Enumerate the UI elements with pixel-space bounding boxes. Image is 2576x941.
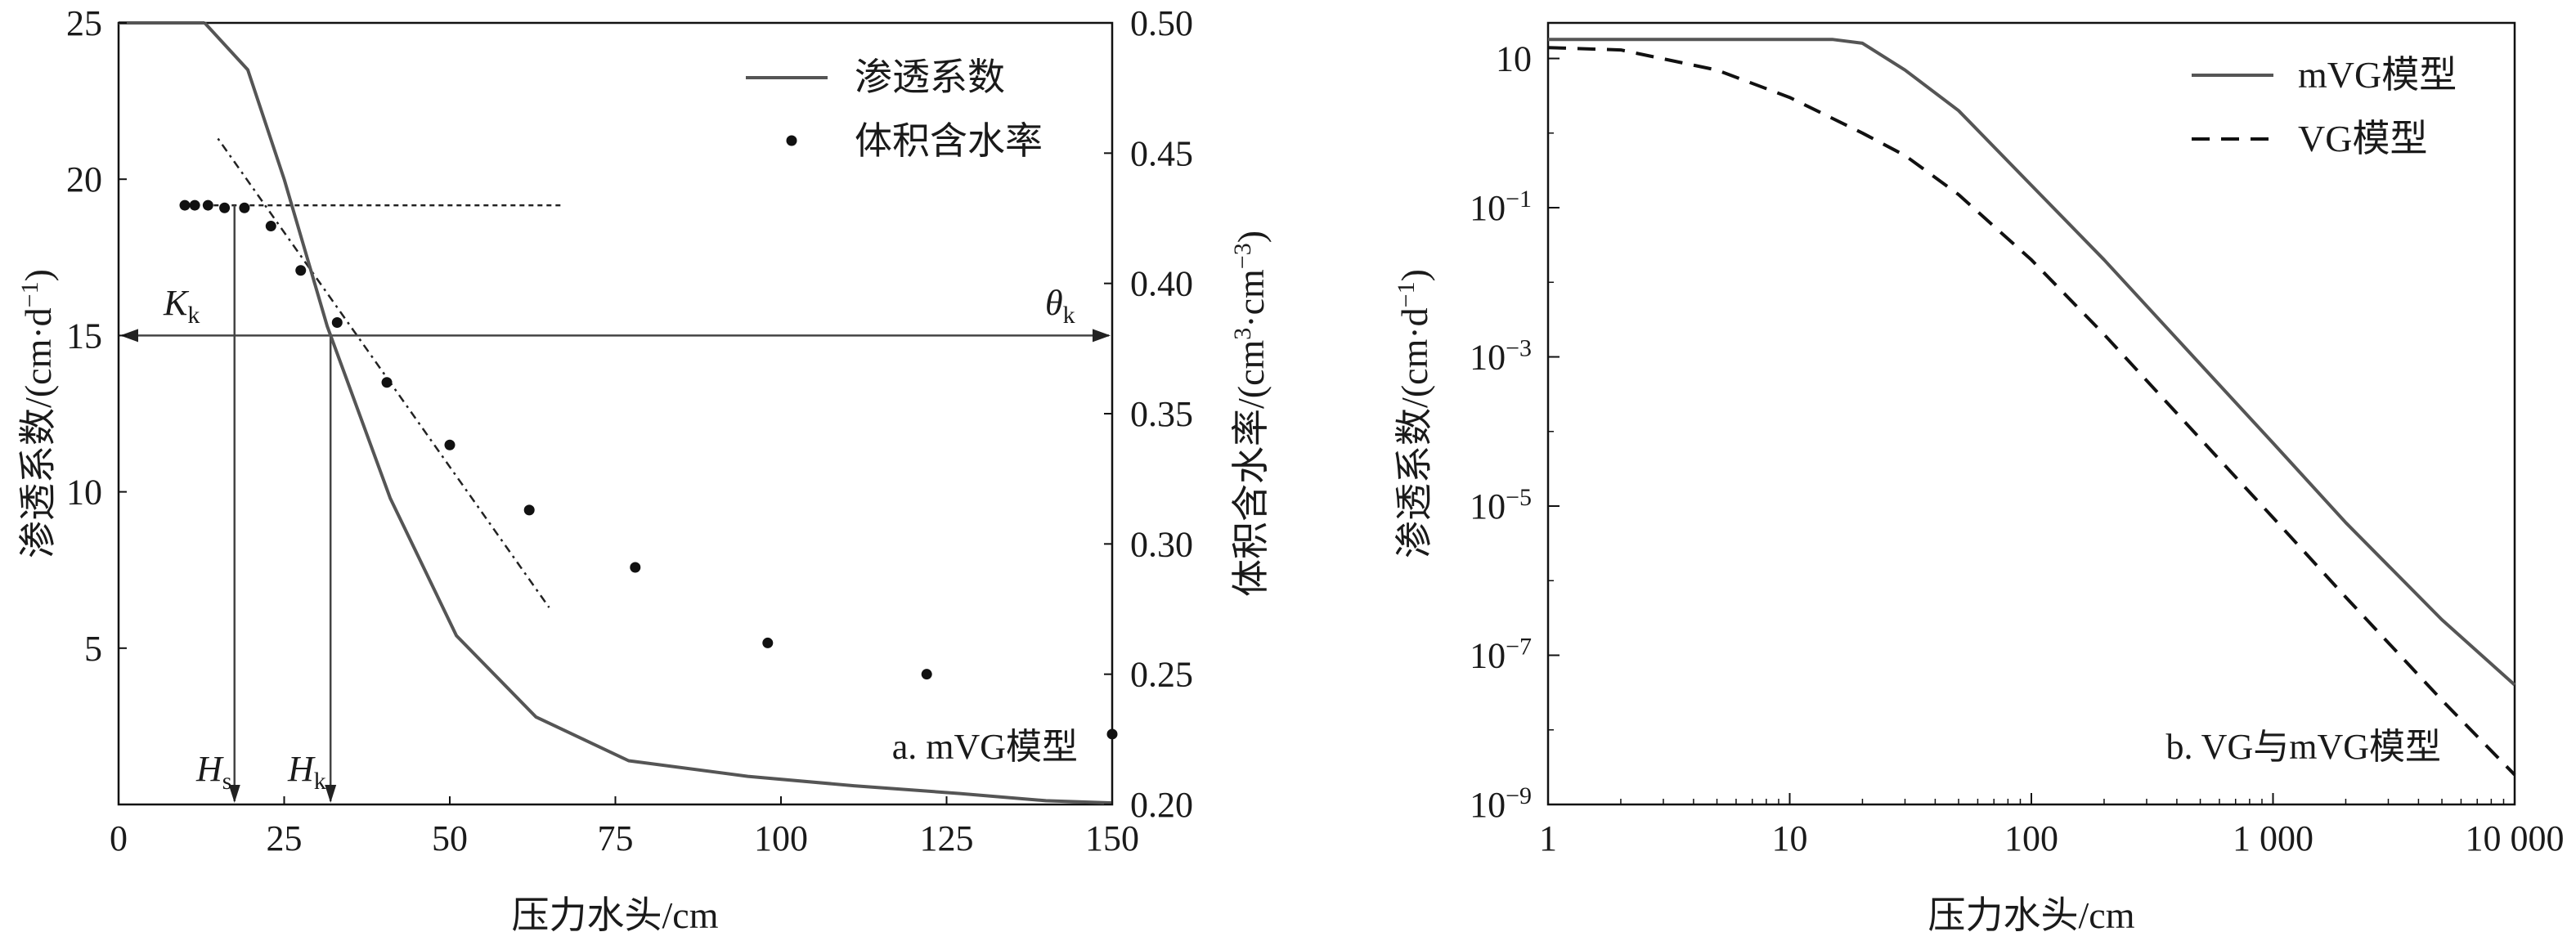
water-content-point <box>444 439 456 450</box>
panel-a-y2-ticks: 0.20 0.25 0.30 0.35 0.40 0.45 0.50 <box>1104 3 1193 825</box>
panel-b-x-ticks: 1 10 100 1 000 10 000 <box>1539 793 2565 858</box>
panel-b-x-axis-label: 压力水头/cm <box>1928 894 2135 936</box>
water-content-point <box>921 669 932 680</box>
legend-label-vg: VG模型 <box>2298 118 2427 159</box>
x-tick-label: 100 <box>2004 818 2058 858</box>
panel-b-y-ticks: 10−9 10−7 10−5 10−3 10−1 10 <box>1470 39 1560 825</box>
hs-arrow <box>228 785 240 803</box>
y-tick-label: 10 <box>1496 39 1532 79</box>
y-tick-label: 10−3 <box>1470 334 1532 378</box>
panel-b-legend: mVG模型 VG模型 <box>2192 54 2457 159</box>
panel-a-x-axis-label: 压力水头/cm <box>512 894 719 936</box>
y-tick-label: 10−1 <box>1470 186 1532 229</box>
panel-a: 5 10 15 20 25 0.20 0.25 0.30 0.35 0.40 0.45 0.50 0… <box>16 3 1272 936</box>
vg-series-line <box>1547 46 2516 777</box>
x-tick-label: 0 <box>110 818 128 858</box>
y2-tick-label: 0.40 <box>1130 264 1193 304</box>
panel-a-y-axis-label: 渗透系数/(cm·d−1) <box>16 269 60 558</box>
x-tick-label: 10 <box>1772 818 1808 858</box>
water-content-point <box>179 199 191 211</box>
water-content-point <box>1106 728 1118 740</box>
permeability-series-line <box>203 21 1113 805</box>
x-tick-label: 10 000 <box>2466 818 2565 858</box>
y-tick-label: 10−5 <box>1470 484 1532 527</box>
panel-b-marks <box>1547 38 2516 777</box>
annotation-kk: Kk <box>163 283 200 329</box>
y-tick-label: 10−7 <box>1470 633 1532 676</box>
water-content-point <box>295 265 307 276</box>
water-content-point <box>381 377 393 388</box>
water-content-point <box>762 637 774 648</box>
panel-a-marks <box>119 21 1118 805</box>
panel-b: 10−9 10−7 10−5 10−3 10−1 10 1 10 100 1 000 10 000… <box>1393 21 2565 936</box>
annotation-hk: Hk <box>287 749 326 795</box>
x-tick-label: 1 000 <box>2233 818 2313 858</box>
water-content-point <box>523 504 535 516</box>
y2-tick-label: 0.35 <box>1130 394 1193 434</box>
water-content-point <box>630 562 641 573</box>
panel-a-y2-axis-label: 体积含水率/(cm3·cm−3) <box>1229 231 1272 597</box>
legend-label-mvg: mVG模型 <box>2298 54 2457 96</box>
annotation-theta-k: θk <box>1045 283 1075 329</box>
y2-tick-label: 0.25 <box>1130 655 1193 695</box>
y2-tick-label: 0.50 <box>1130 3 1193 43</box>
water-content-point <box>219 202 231 213</box>
water-content-point <box>331 316 343 328</box>
water-content-point <box>202 199 213 211</box>
panel-b-label: b. VG与mVG模型 <box>2165 727 2441 767</box>
mvg-series-line <box>1548 38 2516 687</box>
panel-a-legend: 渗透系数 体积含水率 <box>746 56 1043 162</box>
y-tick-label: 5 <box>84 629 102 669</box>
legend-label-permeability: 渗透系数 <box>855 56 1005 98</box>
x-tick-label: 25 <box>267 818 303 858</box>
y2-tick-label: 0.45 <box>1130 133 1193 173</box>
y2-tick-label: 0.30 <box>1130 524 1193 564</box>
y-tick-label: 10 <box>66 473 102 513</box>
x-tick-label: 75 <box>598 818 634 858</box>
water-content-point <box>189 199 200 211</box>
y-tick-label: 15 <box>66 316 102 356</box>
panel-a-y-ticks: 5 10 15 20 25 <box>66 3 127 669</box>
legend-marker-water-content <box>786 135 797 146</box>
x-tick-label: 1 <box>1539 818 1557 858</box>
kk-arrow-left <box>120 329 138 343</box>
hk-arrow <box>325 785 337 803</box>
panel-a-x-ticks: 0 25 50 75 100 125 150 <box>110 796 1139 858</box>
legend-label-water-content: 体积含水率 <box>855 120 1043 162</box>
y-tick-label: 25 <box>66 3 102 43</box>
x-tick-label: 150 <box>1085 818 1139 858</box>
tangent-line <box>217 137 550 608</box>
water-content-point <box>239 202 250 213</box>
y2-tick-label: 0.20 <box>1130 785 1193 825</box>
y-tick-label: 10−9 <box>1470 782 1532 826</box>
annotation-hs: Hs <box>195 749 231 795</box>
x-tick-label: 100 <box>754 818 808 858</box>
y-tick-label: 20 <box>66 159 102 199</box>
panel-a-label: a. mVG模型 <box>892 727 1078 767</box>
kk-arrow-right <box>1093 329 1111 343</box>
panel-b-y-axis-label: 渗透系数/(cm·d−1) <box>1393 269 1436 558</box>
x-tick-label: 50 <box>432 818 468 858</box>
water-content-point <box>265 221 276 232</box>
x-tick-label: 125 <box>920 818 974 858</box>
